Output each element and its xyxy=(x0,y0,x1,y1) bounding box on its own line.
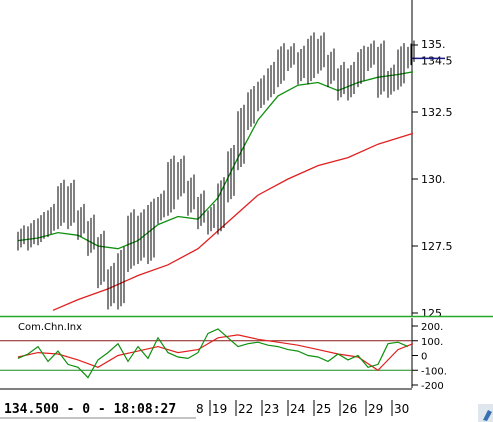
day-label: 24 xyxy=(290,402,305,416)
indicator-line xyxy=(17,328,409,379)
price-tick-label: 130. xyxy=(421,173,446,186)
indicator-axis-ticks: 200. 100. 0 -100. -200 xyxy=(412,322,447,392)
price-tick-label: 134.5 xyxy=(421,54,453,67)
time-axis: 8 19 22 23 24 25 26 29 30 xyxy=(0,388,412,416)
day-label: 22 xyxy=(238,402,253,416)
day-label: 30 xyxy=(394,402,409,416)
indicator-tick-label: -100. xyxy=(421,366,447,377)
price-tick-label: 127.5 xyxy=(421,240,453,253)
indicator-signal-line xyxy=(17,334,414,372)
indicator-tick-label: 100. xyxy=(421,337,443,348)
indicator-title: Com.Chn.Inx xyxy=(18,322,82,333)
indicator-tick-label: -200 xyxy=(421,381,444,392)
price-tick-label: 125 xyxy=(421,307,442,320)
day-label: 25 xyxy=(316,402,331,416)
day-label: 23 xyxy=(264,402,279,416)
candlestick-series xyxy=(17,32,415,310)
price-panel-background xyxy=(0,0,493,316)
indicator-panel[interactable]: Com.Chn.Inx 200. 100. 0 -100. -200 xyxy=(0,318,447,392)
price-tick-label: 132.5 xyxy=(421,106,453,119)
indicator-tick-label: 0 xyxy=(421,352,427,363)
corner-tool-icon[interactable] xyxy=(478,404,493,422)
status-readout: 134.500 - 0 - 18:08:27 xyxy=(4,402,176,417)
price-panel[interactable]: 135. 134.5 132.5 130. 127.5 125 xyxy=(0,0,493,320)
status-readout-background xyxy=(0,396,196,416)
indicator-tick-label: 200. xyxy=(421,322,443,333)
day-labels: 8 19 22 23 24 25 26 29 30 xyxy=(193,400,409,416)
day-label: 26 xyxy=(342,402,357,416)
day-label: 29 xyxy=(368,402,383,416)
day-label: 19 xyxy=(212,402,227,416)
day-label: 8 xyxy=(196,402,204,416)
price-tick-label: 135. xyxy=(421,38,446,51)
